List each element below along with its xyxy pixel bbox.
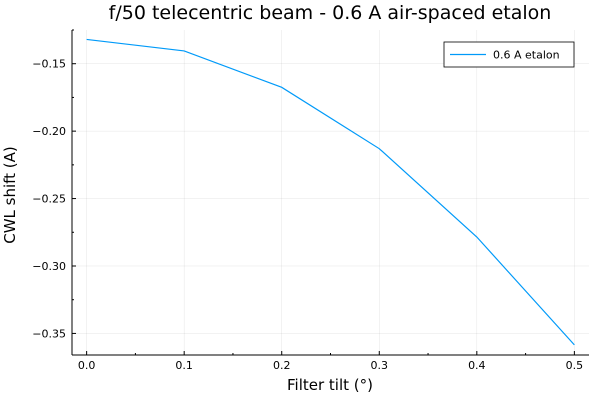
grid — [72, 30, 589, 355]
y-tick-label: −0.30 — [32, 260, 66, 273]
x-axis-label: Filter tilt (°) — [287, 376, 373, 394]
axes — [71, 30, 589, 356]
x-tick-label: 0.4 — [468, 359, 486, 372]
x-tick-label: 0.5 — [566, 359, 584, 372]
y-tick-label: −0.20 — [32, 125, 66, 138]
x-tick-label: 0.2 — [273, 359, 291, 372]
x-tick-label: 0.1 — [175, 359, 193, 372]
ticks: 0.0 0.1 0.2 0.3 0.4 0.5 −0.15 −0.20 −0.25 −0.30 −0… — [32, 29, 584, 372]
x-tick-label: 0.0 — [78, 359, 96, 372]
series-line — [86, 38, 575, 346]
y-axis-label: CWL shift (A) — [1, 146, 19, 244]
y-tick-label: −0.15 — [32, 58, 66, 71]
series — [86, 38, 575, 346]
legend: 0.6 A etalon — [443, 41, 575, 68]
x-tick-label: 0.3 — [371, 359, 389, 372]
chart-title: f/50 telecentric beam - 0.6 A air-spaced… — [109, 2, 552, 24]
y-tick-label: −0.25 — [32, 193, 66, 206]
legend-label: 0.6 A etalon — [493, 49, 560, 62]
y-tick-label: −0.35 — [32, 327, 66, 340]
